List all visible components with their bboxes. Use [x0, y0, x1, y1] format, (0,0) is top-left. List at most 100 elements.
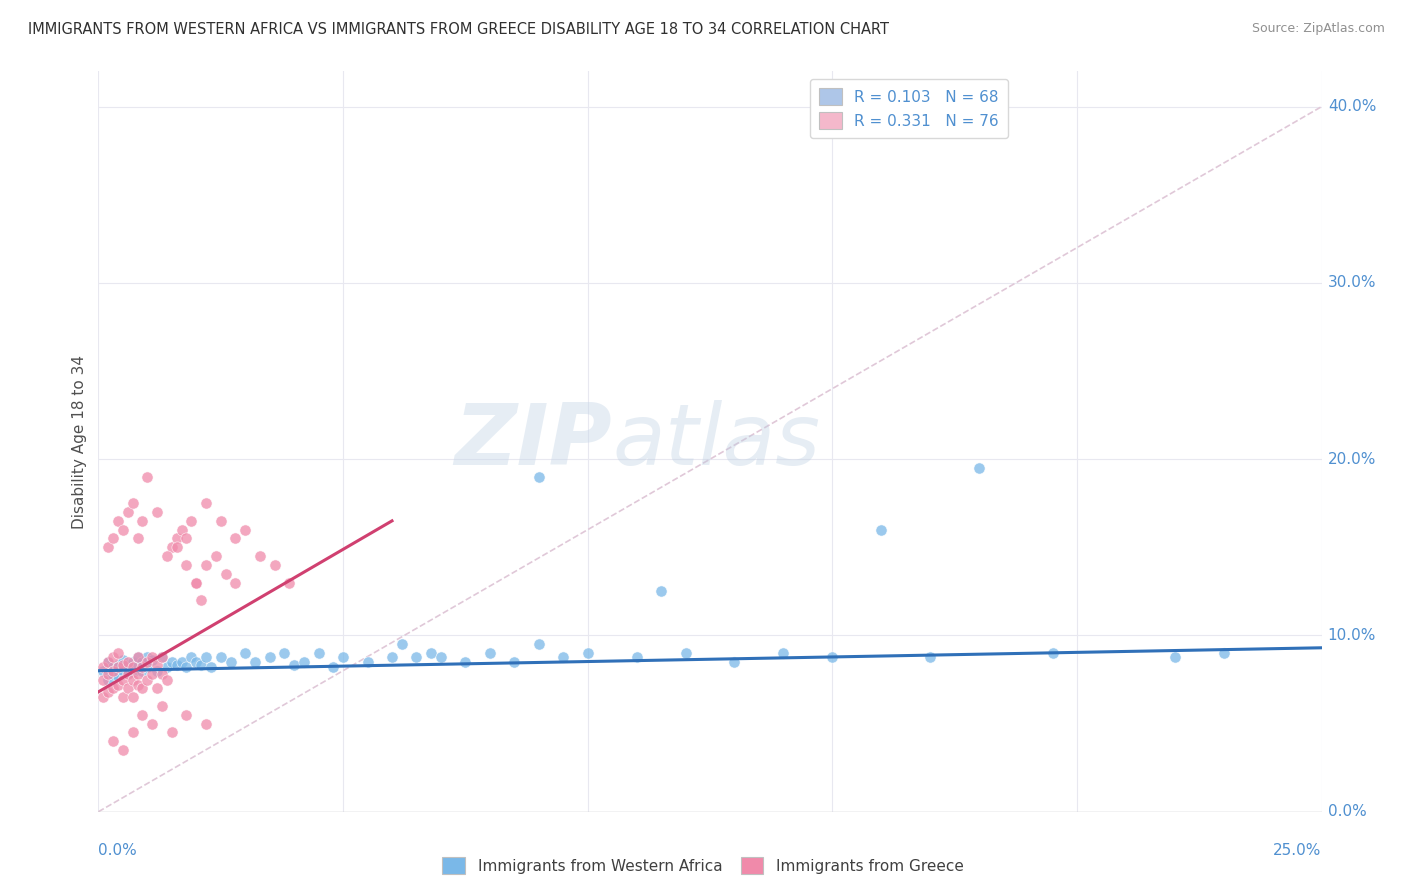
Y-axis label: Disability Age 18 to 34: Disability Age 18 to 34 — [72, 354, 87, 529]
Point — [180, 649, 202, 664]
Point — [273, 646, 295, 660]
Point — [117, 658, 139, 673]
Point — [121, 660, 143, 674]
Point — [91, 664, 114, 678]
Point — [131, 655, 153, 669]
Point — [101, 660, 124, 674]
Text: 0.0%: 0.0% — [98, 844, 138, 858]
Point — [121, 496, 143, 510]
Text: ZIP: ZIP — [454, 400, 612, 483]
Point — [136, 660, 159, 674]
Point — [166, 658, 188, 673]
Point — [121, 725, 143, 739]
Text: 40.0%: 40.0% — [1327, 99, 1376, 114]
Point — [430, 649, 453, 664]
Point — [156, 673, 179, 687]
Point — [219, 655, 242, 669]
Point — [650, 584, 672, 599]
Point — [127, 649, 149, 664]
Point — [322, 660, 344, 674]
Point — [141, 667, 163, 681]
Point — [121, 665, 143, 680]
Point — [190, 658, 212, 673]
Point — [127, 658, 149, 673]
Point — [117, 665, 139, 680]
Point — [141, 653, 163, 667]
Point — [97, 655, 120, 669]
Point — [527, 470, 550, 484]
Point — [91, 673, 114, 687]
Point — [101, 734, 124, 748]
Point — [186, 575, 208, 590]
Point — [111, 653, 134, 667]
Point — [332, 649, 354, 664]
Point — [146, 505, 169, 519]
Point — [111, 523, 134, 537]
Point — [150, 649, 173, 664]
Point — [870, 523, 893, 537]
Point — [195, 716, 218, 731]
Point — [136, 655, 159, 669]
Point — [166, 532, 188, 546]
Point — [180, 514, 202, 528]
Legend: R = 0.103   N = 68, R = 0.331   N = 76: R = 0.103 N = 68, R = 0.331 N = 76 — [810, 79, 1008, 138]
Point — [111, 743, 134, 757]
Point — [186, 575, 208, 590]
Point — [391, 637, 413, 651]
Point — [249, 549, 271, 563]
Point — [454, 655, 477, 669]
Legend: Immigrants from Western Africa, Immigrants from Greece: Immigrants from Western Africa, Immigran… — [436, 851, 970, 880]
Point — [920, 649, 942, 664]
Point — [107, 658, 129, 673]
Point — [97, 667, 120, 681]
Point — [166, 541, 188, 555]
Point — [111, 673, 134, 687]
Point — [278, 575, 301, 590]
Point — [97, 685, 120, 699]
Point — [111, 664, 134, 678]
Point — [224, 575, 246, 590]
Point — [97, 541, 120, 555]
Point — [146, 681, 169, 696]
Point — [150, 698, 173, 713]
Point — [723, 655, 745, 669]
Point — [91, 690, 114, 705]
Point — [200, 660, 222, 674]
Point — [107, 678, 129, 692]
Point — [292, 655, 315, 669]
Point — [214, 566, 236, 581]
Point — [259, 649, 281, 664]
Point — [107, 514, 129, 528]
Point — [209, 649, 232, 664]
Point — [176, 558, 198, 572]
Point — [107, 646, 129, 660]
Point — [101, 532, 124, 546]
Point — [101, 681, 124, 696]
Point — [405, 649, 427, 664]
Point — [1212, 646, 1234, 660]
Point — [111, 658, 134, 673]
Point — [209, 514, 232, 528]
Point — [136, 470, 159, 484]
Point — [146, 658, 169, 673]
Point — [160, 655, 183, 669]
Point — [195, 649, 218, 664]
Point — [111, 690, 134, 705]
Point — [117, 681, 139, 696]
Point — [101, 649, 124, 664]
Point — [233, 646, 256, 660]
Point — [136, 673, 159, 687]
Point — [243, 655, 266, 669]
Point — [626, 649, 648, 664]
Point — [131, 660, 153, 674]
Point — [97, 655, 120, 669]
Point — [478, 646, 501, 660]
Point — [136, 649, 159, 664]
Point — [131, 664, 153, 678]
Text: 10.0%: 10.0% — [1327, 628, 1376, 643]
Point — [127, 667, 149, 681]
Text: 30.0%: 30.0% — [1327, 276, 1376, 291]
Point — [91, 660, 114, 674]
Point — [527, 637, 550, 651]
Point — [176, 660, 198, 674]
